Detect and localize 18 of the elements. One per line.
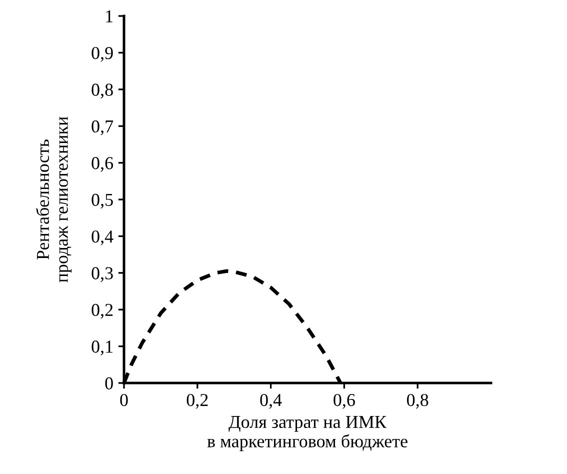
y-tick-label: 0,2: [92, 304, 113, 319]
x-tick-label: 0: [120, 394, 128, 406]
x-tick-label: 0,8: [407, 394, 428, 409]
y-tick-label: 1: [106, 10, 112, 22]
y-tick-label: 0: [105, 377, 113, 390]
y-tick-label: 0,6: [92, 157, 114, 172]
y-tick-label: 0,9: [92, 46, 113, 62]
y-axis-title: Рентабельность продаж гелиотехники: [36, 116, 72, 282]
x-tick-label: 0,2: [186, 394, 208, 409]
x-tick-label: 0,6: [334, 394, 355, 409]
y-tick-label: 0,7: [92, 120, 114, 136]
y-tick-label: 0,1: [92, 340, 112, 356]
y-tick-label: 0,5: [92, 194, 113, 209]
y-tick-label: 0,4: [92, 230, 114, 246]
y-tick-label: 0,8: [92, 84, 113, 98]
y-tick-label: 0,3: [92, 267, 113, 282]
x-tick-label: 0,4: [260, 394, 282, 409]
x-axis-title: Доля затрат на ИМК в маркетинговом бюджете: [207, 416, 408, 452]
